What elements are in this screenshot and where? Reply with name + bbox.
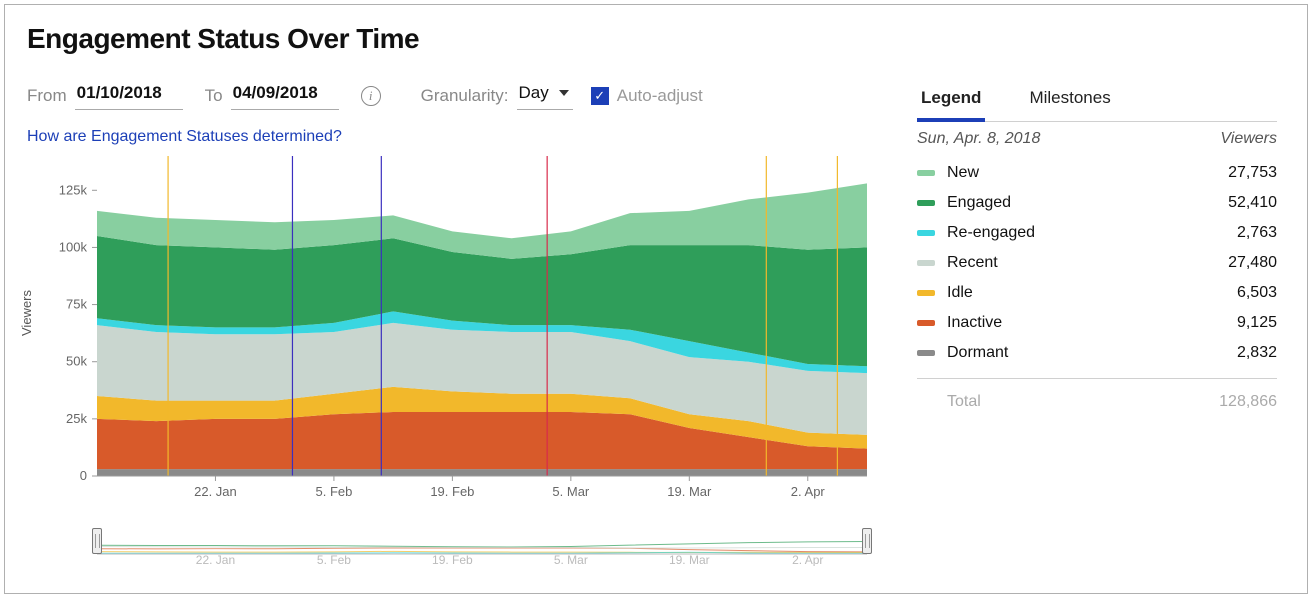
svg-text:25k: 25k (66, 411, 87, 426)
to-label: To (205, 86, 223, 106)
svg-text:19. Mar: 19. Mar (669, 553, 710, 566)
navigator[interactable]: 22. Jan 5. Feb 19. Feb 5. Mar 19. Mar 2. Apr (97, 520, 867, 566)
svg-text:5. Feb: 5. Feb (315, 484, 352, 499)
help-link[interactable]: How are Engagement Statuses determined? (27, 128, 342, 145)
svg-text:19. Feb: 19. Feb (430, 484, 474, 499)
svg-text:0: 0 (80, 468, 87, 483)
svg-text:19. Mar: 19. Mar (667, 484, 712, 499)
page-title: Engagement Status Over Time (27, 23, 1285, 55)
svg-text:5. Mar: 5. Mar (552, 484, 590, 499)
svg-text:75k: 75k (66, 297, 87, 312)
auto-adjust-label: Auto-adjust (617, 86, 703, 106)
navigator-handle-right[interactable] (862, 528, 872, 554)
tab-legend[interactable]: Legend (917, 80, 985, 122)
svg-text:22. Jan: 22. Jan (194, 484, 237, 499)
y-axis-label: Viewers (19, 290, 34, 336)
to-date-input[interactable] (231, 81, 339, 110)
tab-milestones[interactable]: Milestones (1025, 80, 1114, 121)
engagement-chart[interactable]: 0 25k 50k 75k 100k 125k 22. Jan 5. Feb 19. Feb 5.… (27, 156, 887, 506)
from-label: From (27, 86, 67, 106)
svg-text:100k: 100k (59, 239, 88, 254)
granularity-value: Day (519, 83, 549, 103)
engagement-panel: Engagement Status Over Time From To i Gr… (4, 4, 1308, 594)
auto-adjust-checkbox[interactable]: ✓ (591, 87, 609, 105)
info-icon[interactable]: i (361, 86, 381, 106)
navigator-handle-left[interactable] (92, 528, 102, 554)
from-date-input[interactable] (75, 81, 183, 110)
legend-col-header: Viewers (1220, 130, 1277, 148)
legend-tabs: Legend Milestones (917, 80, 1277, 122)
svg-text:50k: 50k (66, 354, 87, 369)
navigator-chart: 22. Jan 5. Feb 19. Feb 5. Mar 19. Mar 2. Apr (97, 520, 867, 566)
legend-date: Sun, Apr. 8, 2018 (917, 130, 1220, 148)
granularity-select[interactable]: Day (517, 81, 573, 110)
svg-text:125k: 125k (59, 182, 88, 197)
chart-area: Viewers 025k50k75k100k125k22. Jan5. Feb1… (27, 156, 1285, 566)
granularity-label: Granularity: (421, 86, 509, 106)
svg-text:2. Apr: 2. Apr (792, 553, 823, 566)
chevron-down-icon (559, 90, 569, 96)
svg-text:5. Mar: 5. Mar (554, 553, 588, 566)
svg-text:19. Feb: 19. Feb (432, 553, 473, 566)
legend-header: Sun, Apr. 8, 2018 Viewers (917, 130, 1277, 148)
svg-text:5. Feb: 5. Feb (317, 553, 351, 566)
svg-text:2. Apr: 2. Apr (791, 484, 826, 499)
svg-text:22. Jan: 22. Jan (196, 553, 235, 566)
